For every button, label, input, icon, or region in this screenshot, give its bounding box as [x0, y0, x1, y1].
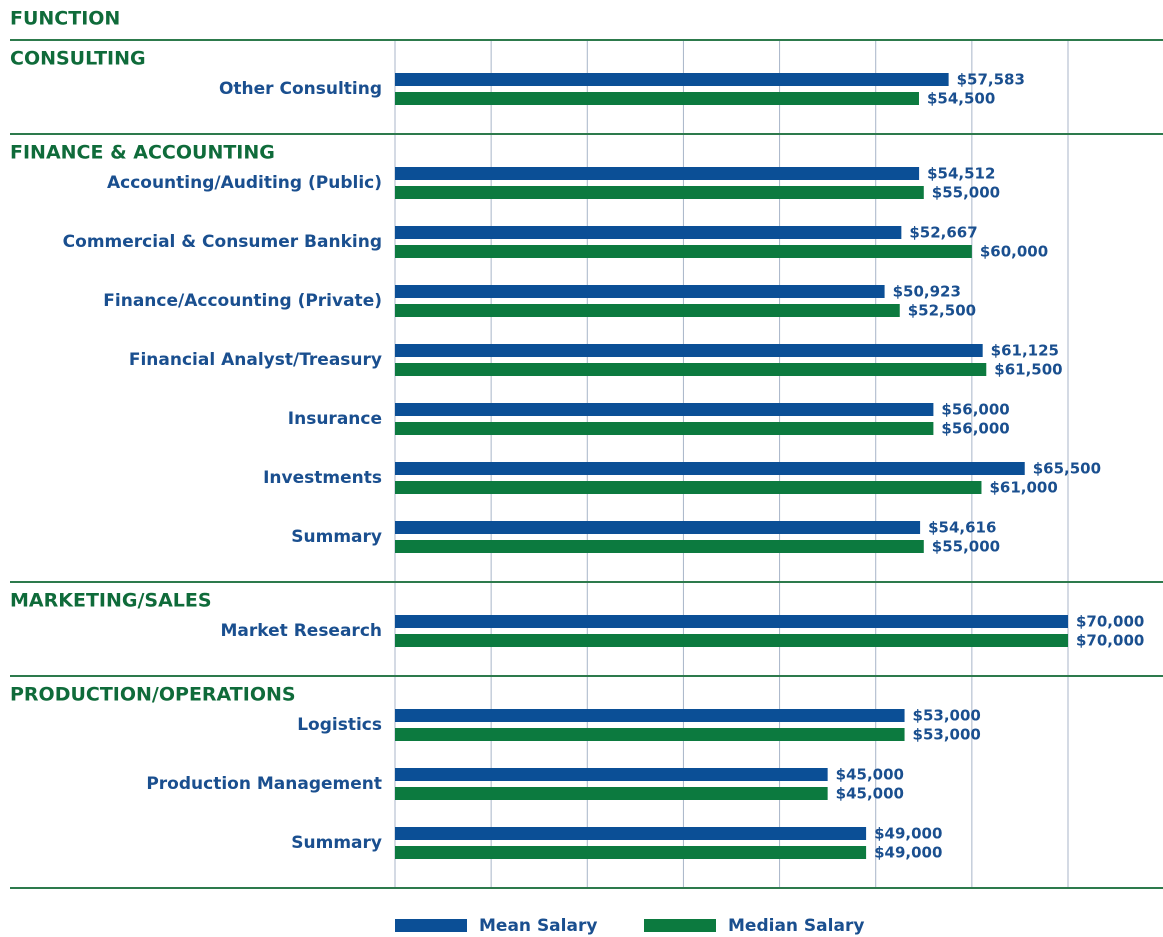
group-title: MARKETING/SALES — [10, 590, 212, 612]
legend-label: Mean Salary — [479, 916, 597, 936]
value-label: $60,000 — [980, 243, 1048, 261]
value-label: $49,000 — [874, 825, 942, 843]
bar — [395, 92, 919, 105]
bar — [395, 728, 905, 741]
value-label: $70,000 — [1076, 632, 1144, 650]
category-label: Production Management — [146, 774, 382, 794]
value-label: $52,667 — [909, 224, 977, 242]
value-label: $57,583 — [957, 71, 1025, 89]
bar — [395, 245, 972, 258]
group-title: PRODUCTION/OPERATIONS — [10, 684, 296, 706]
bar — [395, 540, 924, 553]
category-label: Summary — [291, 527, 382, 547]
bar — [395, 73, 949, 86]
value-label: $53,000 — [913, 707, 981, 725]
category-label: Commercial & Consumer Banking — [63, 232, 382, 252]
value-label: $45,000 — [836, 785, 904, 803]
bar — [395, 827, 867, 840]
value-label: $54,512 — [927, 165, 995, 183]
value-label: $56,000 — [941, 401, 1009, 419]
bar — [395, 462, 1025, 475]
header: FUNCTION — [10, 8, 120, 30]
bar — [395, 481, 982, 494]
value-label: $50,923 — [893, 283, 961, 301]
category-label: Financial Analyst/Treasury — [129, 350, 382, 370]
bar — [395, 304, 900, 317]
value-label: $53,000 — [913, 726, 981, 744]
category-label: Insurance — [288, 409, 382, 429]
value-label: $61,000 — [989, 479, 1057, 497]
value-label: $45,000 — [836, 766, 904, 784]
value-label: $52,500 — [908, 302, 976, 320]
bar — [395, 285, 885, 298]
value-label: $54,616 — [928, 519, 996, 537]
legend-swatch — [395, 919, 467, 932]
category-label: Finance/Accounting (Private) — [103, 291, 382, 311]
bar — [395, 403, 934, 416]
bar — [395, 787, 828, 800]
category-label: Market Research — [221, 621, 383, 641]
value-label: $61,125 — [991, 342, 1059, 360]
legend-swatch — [644, 919, 716, 932]
category-label: Accounting/Auditing (Public) — [107, 173, 382, 193]
bar — [395, 846, 867, 859]
value-label: $56,000 — [941, 420, 1009, 438]
bar — [395, 615, 1068, 628]
value-label: $61,500 — [994, 361, 1062, 379]
category-label: Investments — [263, 468, 382, 488]
bar — [395, 422, 934, 435]
bar — [395, 344, 983, 357]
value-label: $49,000 — [874, 844, 942, 862]
bar — [395, 167, 920, 180]
legend-label: Median Salary — [728, 916, 864, 936]
value-label: $55,000 — [932, 184, 1000, 202]
category-label: Summary — [291, 833, 382, 853]
value-label: $65,500 — [1033, 460, 1101, 478]
bar — [395, 634, 1068, 647]
group-title: FINANCE & ACCOUNTING — [10, 142, 275, 164]
category-label: Logistics — [297, 715, 382, 735]
bar — [395, 363, 987, 376]
category-label: Other Consulting — [219, 79, 382, 99]
bar — [395, 768, 828, 781]
bar — [395, 709, 905, 722]
value-label: $55,000 — [932, 538, 1000, 556]
group-title: CONSULTING — [10, 48, 146, 70]
bar — [395, 186, 924, 199]
bar — [395, 226, 902, 239]
value-label: $54,500 — [927, 90, 995, 108]
bar — [395, 521, 921, 534]
value-label: $70,000 — [1076, 613, 1144, 631]
